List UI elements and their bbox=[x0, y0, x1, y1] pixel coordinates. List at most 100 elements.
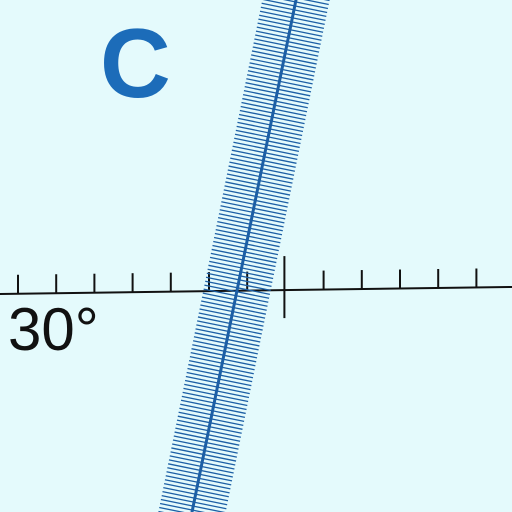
letter-label: C bbox=[100, 8, 171, 118]
scale-rung bbox=[213, 236, 279, 252]
scale-rung bbox=[192, 340, 258, 355]
scale-rung bbox=[211, 248, 277, 264]
scale-rung bbox=[188, 363, 254, 379]
scale-rung bbox=[210, 252, 276, 268]
scale-rung bbox=[207, 268, 273, 284]
scale-rung bbox=[253, 42, 319, 57]
scale-rung bbox=[196, 324, 262, 339]
scale-rung bbox=[186, 371, 252, 387]
scale-rung bbox=[159, 502, 206, 512]
scale-rung bbox=[174, 431, 240, 446]
scale-rung bbox=[246, 74, 312, 89]
scale-rung bbox=[173, 435, 239, 450]
scale-rung bbox=[222, 193, 288, 208]
scale-rung bbox=[223, 189, 289, 204]
scale-rung bbox=[251, 50, 317, 65]
scale-rung bbox=[197, 320, 262, 335]
scale-rung bbox=[180, 399, 246, 415]
scale-rung bbox=[199, 308, 265, 323]
scale-rung bbox=[241, 101, 307, 117]
scale-rung bbox=[168, 463, 233, 478]
scale-rung bbox=[163, 487, 229, 502]
horizontal-tick-scale-icon bbox=[0, 256, 512, 319]
scale-rung bbox=[213, 240, 279, 256]
scale-rung bbox=[255, 34, 320, 49]
scale-rung bbox=[159, 506, 185, 512]
rotated-ladder-scale-icon bbox=[158, 0, 330, 512]
scale-rung bbox=[166, 471, 232, 486]
scale-rung bbox=[248, 66, 314, 81]
scale-rung bbox=[250, 58, 316, 73]
scale-rung bbox=[160, 498, 226, 512]
scale-rung bbox=[165, 475, 231, 490]
scale-rung bbox=[226, 173, 292, 188]
scale-rung bbox=[172, 439, 238, 454]
scale-rung bbox=[219, 209, 285, 224]
scale-rung bbox=[212, 244, 278, 260]
scale-rung bbox=[240, 105, 306, 121]
scale-rung bbox=[202, 292, 268, 307]
scale-rung bbox=[260, 6, 326, 22]
scale-rung bbox=[181, 395, 247, 411]
scale-rung bbox=[179, 407, 245, 423]
scale-rung bbox=[235, 129, 301, 145]
scale-rung bbox=[259, 14, 325, 29]
scale-rung bbox=[177, 415, 243, 430]
scale-rung bbox=[237, 121, 303, 137]
scale-rung bbox=[198, 312, 264, 327]
scale-rung bbox=[170, 451, 236, 466]
scale-rung bbox=[252, 46, 318, 61]
scale-rung bbox=[191, 348, 257, 363]
scale-rung bbox=[185, 375, 251, 391]
scale-rung bbox=[176, 423, 242, 438]
scale-rung bbox=[197, 316, 263, 331]
scale-rung bbox=[217, 221, 283, 236]
scale-rung bbox=[259, 10, 325, 25]
scale-rung bbox=[187, 367, 253, 383]
scale-rung bbox=[183, 387, 249, 403]
scale-rung bbox=[230, 153, 296, 168]
scale-rung bbox=[169, 455, 235, 470]
scale-rung bbox=[282, 0, 329, 10]
scale-rung bbox=[246, 78, 312, 93]
scale-rung bbox=[255, 30, 321, 45]
scale-rung bbox=[242, 93, 308, 109]
scale-rung bbox=[215, 228, 281, 244]
scale-rung bbox=[221, 201, 287, 216]
scale-rung bbox=[256, 26, 322, 41]
scale-rung bbox=[214, 232, 280, 248]
scale-rung bbox=[195, 328, 261, 343]
scale-rung bbox=[205, 280, 271, 295]
scale-rung bbox=[163, 483, 229, 498]
scale-rung bbox=[209, 256, 275, 272]
scale-rung bbox=[168, 459, 234, 474]
scale-rung bbox=[216, 224, 282, 240]
scale-rung bbox=[208, 264, 274, 280]
scale-rung bbox=[224, 185, 290, 200]
scale-rung bbox=[232, 145, 298, 160]
scale-rung bbox=[226, 177, 291, 192]
scale-rung bbox=[233, 141, 299, 157]
scale-rung bbox=[188, 359, 254, 375]
scale-rung bbox=[178, 411, 244, 426]
scale-rung bbox=[190, 352, 256, 367]
scale-rung bbox=[238, 113, 304, 129]
scale-rung bbox=[244, 86, 310, 101]
scale-rung bbox=[176, 419, 242, 434]
scale-rung bbox=[234, 133, 300, 149]
scale-rung bbox=[251, 54, 316, 69]
scale-rung bbox=[262, 0, 328, 14]
horizontal-reference-line bbox=[0, 286, 512, 295]
scale-rung bbox=[257, 22, 323, 37]
scale-rung bbox=[220, 205, 286, 220]
scale-rung bbox=[189, 355, 255, 371]
scale-rung bbox=[162, 490, 228, 506]
scale-rung bbox=[245, 82, 311, 97]
scale-rung bbox=[242, 97, 308, 113]
scale-rung bbox=[243, 89, 309, 105]
angle-label: 30° bbox=[8, 296, 99, 363]
scale-rung bbox=[225, 181, 291, 196]
scale-rung bbox=[205, 276, 271, 291]
